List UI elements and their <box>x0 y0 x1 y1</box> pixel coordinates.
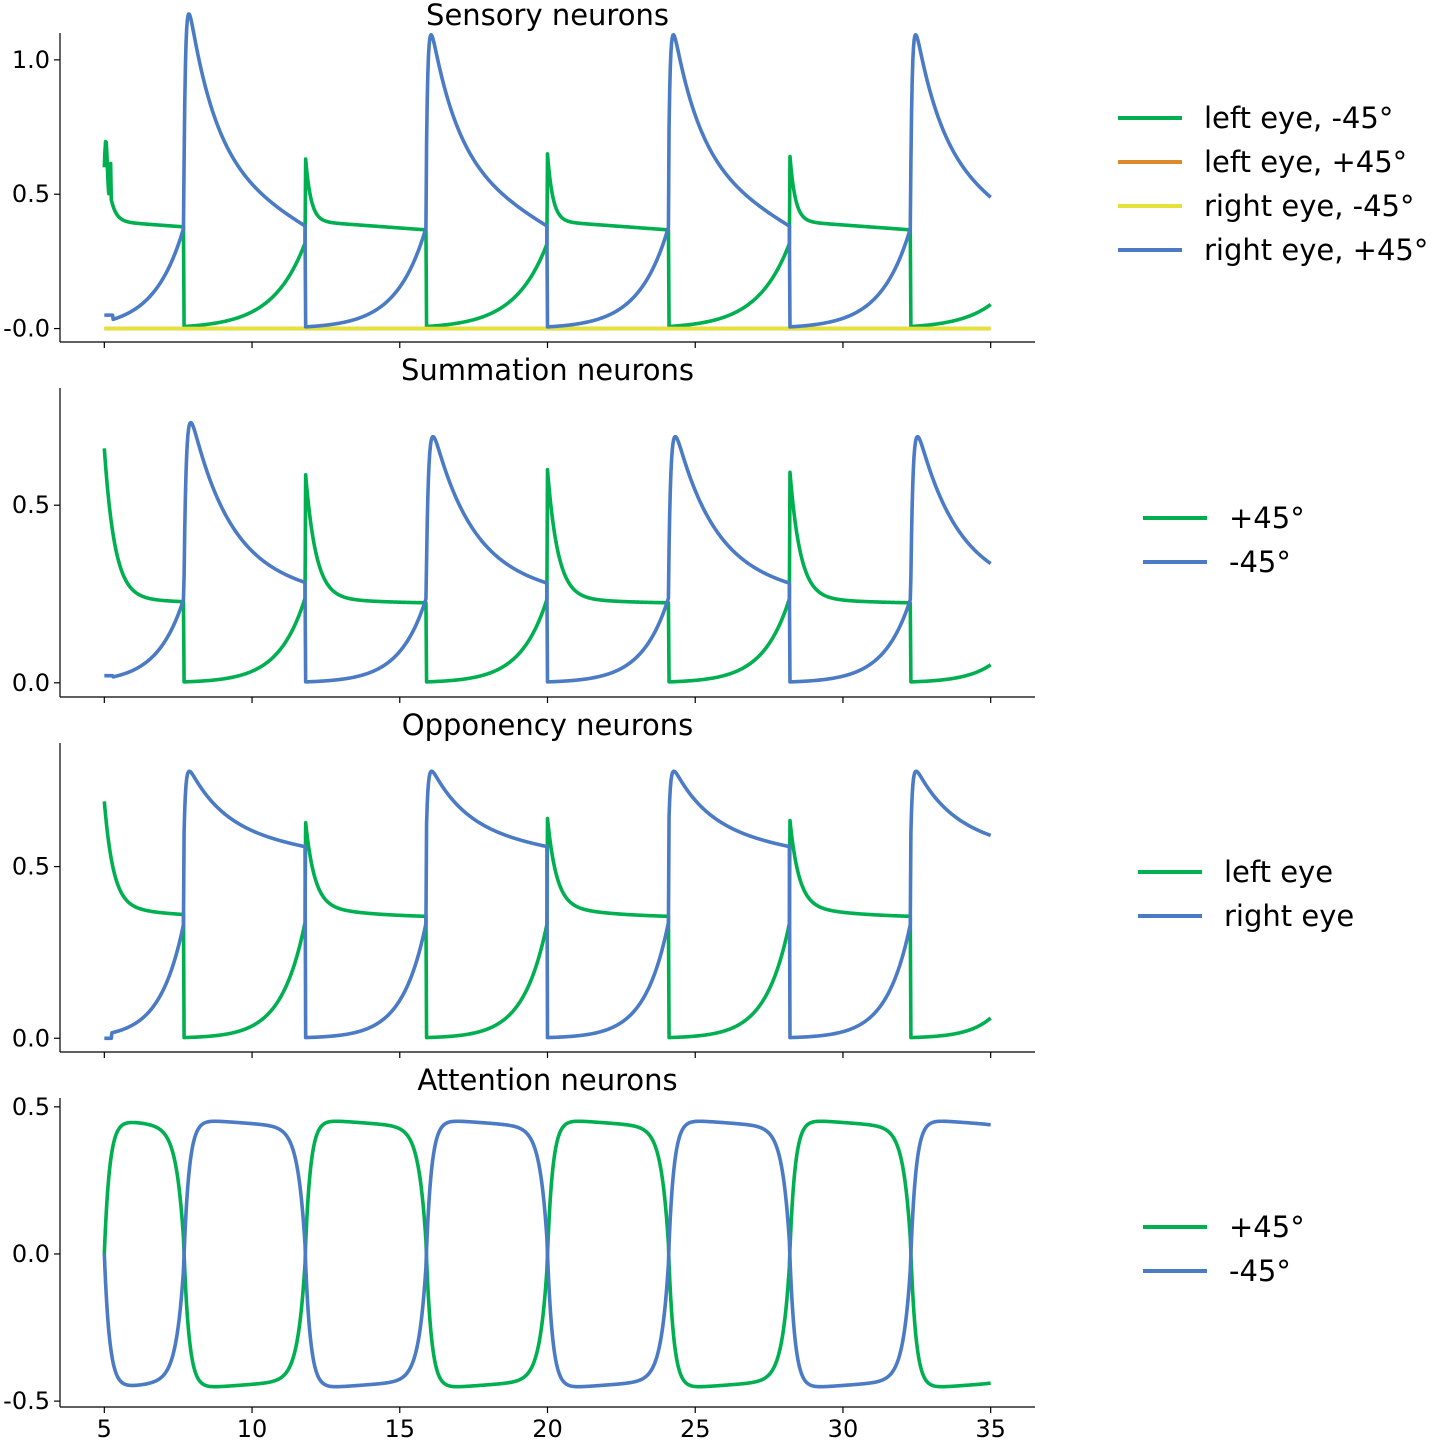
legend-label: right eye <box>1224 899 1354 933</box>
series-line <box>102 1119 992 1389</box>
x-tick-label: 15 <box>384 1415 415 1440</box>
series-line <box>103 12 992 329</box>
y-tick-label: 0.5 <box>12 1093 50 1121</box>
legend: left eye, -45° left eye, +45° right eye, -… <box>1118 101 1428 267</box>
legend-label: left eye <box>1224 855 1333 889</box>
panel-2: Summation neurons 0.5 0.0 +45° -45° <box>12 353 1305 703</box>
x-tick-label: 5 <box>97 1415 112 1440</box>
y-tick-label: 0.0 <box>12 1240 50 1268</box>
y-tick-label: 0.5 <box>12 491 50 519</box>
panel-4: Attention neurons 0.5 0.0 -0.5 5 10 15 20 25 30 35… <box>3 1063 1305 1440</box>
y-tick-label: 0.0 <box>12 1024 50 1052</box>
series-line <box>102 448 992 684</box>
legend-label: right eye, -45° <box>1204 189 1415 223</box>
x-tick-label: 30 <box>828 1415 859 1440</box>
y-tick-label: -0.0 <box>3 315 50 343</box>
legend-label: right eye, +45° <box>1204 233 1428 267</box>
legend-label: +45° <box>1229 1210 1305 1244</box>
series-line <box>103 420 992 684</box>
panel-3: Opponency neurons 0.5 0.0 left eye right eye <box>12 708 1354 1058</box>
x-tick-label: 25 <box>680 1415 711 1440</box>
legend: left eye right eye <box>1138 855 1354 933</box>
panel-title: Summation neurons <box>401 353 694 387</box>
legend-label: left eye, -45° <box>1204 101 1393 135</box>
x-tick-label: 35 <box>975 1415 1006 1440</box>
legend-label: -45° <box>1229 545 1291 579</box>
legend-label: -45° <box>1229 1254 1291 1288</box>
panel-title: Sensory neurons <box>426 0 669 32</box>
y-tick-label: 0.5 <box>12 180 50 208</box>
series-line <box>102 139 992 329</box>
legend: +45° -45° <box>1143 1210 1305 1288</box>
y-tick-label: 0.0 <box>12 669 50 697</box>
panel-title: Opponency neurons <box>402 708 693 742</box>
y-tick-label: 0.5 <box>12 853 50 881</box>
legend-label: +45° <box>1229 501 1305 535</box>
x-tick-label: 20 <box>532 1415 563 1440</box>
y-tick-label: 1.0 <box>12 46 50 74</box>
legend: +45° -45° <box>1143 501 1305 579</box>
y-tick-label: -0.5 <box>3 1387 50 1415</box>
panel-title: Attention neurons <box>417 1063 677 1097</box>
series-line <box>102 801 992 1040</box>
legend-label: left eye, +45° <box>1204 145 1407 179</box>
x-tick-label: 10 <box>237 1415 268 1440</box>
series-line <box>103 769 992 1041</box>
